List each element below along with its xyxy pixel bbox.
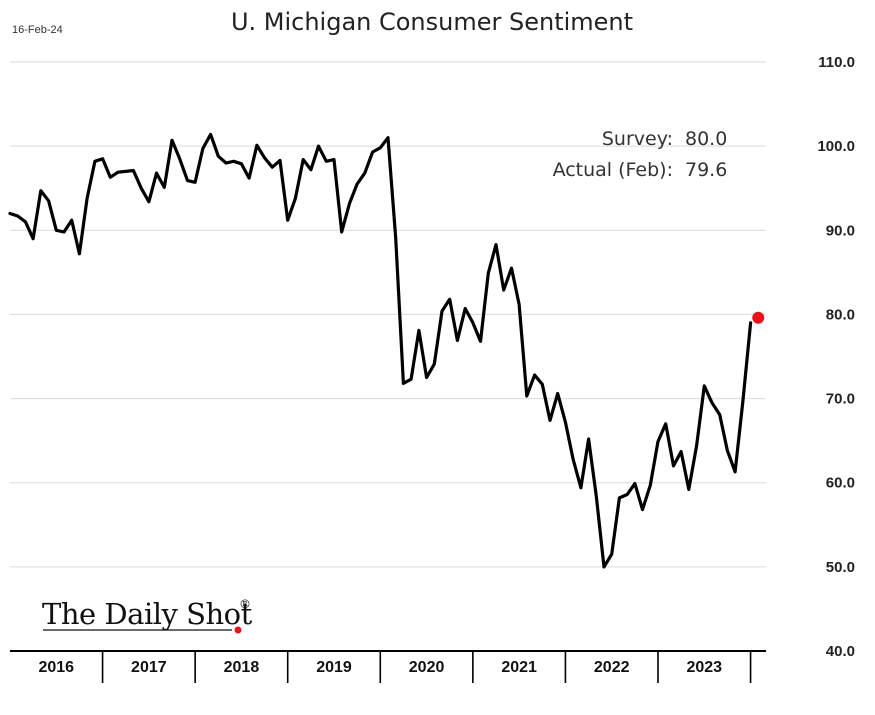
x-tick-label: 2023 — [686, 659, 722, 676]
x-axis: 2016 2017 2018 2019 2020 2021 2022 2023 — [10, 650, 766, 683]
y-tick-label: 60.0 — [826, 475, 855, 492]
x-tick-label: 2018 — [224, 659, 260, 676]
x-tick-label: 2019 — [316, 659, 352, 676]
y-tick-label: 100.0 — [817, 138, 855, 155]
survey-label: Survey: — [602, 128, 673, 150]
y-tick-label: 90.0 — [826, 222, 855, 239]
sentiment-series-line — [8, 132, 753, 569]
y-axis-tick-labels: 40.0 50.0 60.0 70.0 80.0 90.0 100.0 110.0 — [817, 54, 855, 660]
y-tick-label: 50.0 — [826, 559, 855, 576]
y-tick-label: 110.0 — [818, 54, 855, 71]
logo: The Daily Shot ® — [42, 597, 253, 634]
y-tick-label: 80.0 — [826, 306, 855, 323]
y-tick-label: 40.0 — [826, 643, 855, 660]
x-tick-label: 2016 — [38, 659, 74, 676]
logo-dot-icon — [234, 626, 242, 634]
date-label: 16-Feb-24 — [12, 24, 63, 36]
x-tick-label: 2020 — [409, 659, 445, 676]
logo-registered-mark: ® — [239, 597, 251, 611]
x-tick-label: 2021 — [501, 659, 537, 676]
chart-title: U. Michigan Consumer Sentiment — [231, 8, 633, 36]
logo-text: The Daily Shot — [42, 597, 253, 631]
actual-value: 79.6 — [685, 159, 727, 181]
annotation-box: Survey: 80.0 Actual (Feb): 79.6 — [553, 128, 728, 181]
x-tick-label: 2022 — [594, 659, 630, 676]
y-tick-label: 70.0 — [826, 391, 855, 408]
survey-value: 80.0 — [685, 128, 727, 150]
x-tick-label: 2017 — [131, 659, 167, 676]
latest-value-marker — [752, 311, 765, 324]
actual-label: Actual (Feb): — [553, 159, 673, 181]
